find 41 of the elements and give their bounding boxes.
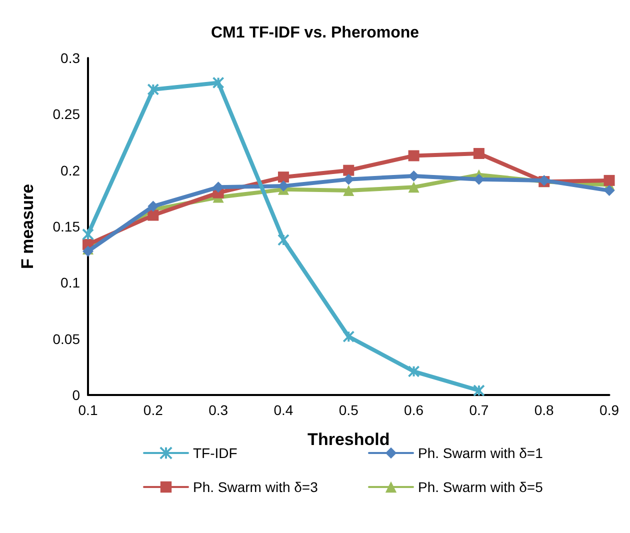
x-tick-label: 0.7	[469, 402, 489, 418]
x-tick-label: 0.4	[274, 402, 294, 418]
point	[148, 200, 159, 212]
x-tick-label: 0.6	[404, 402, 424, 418]
legend-label: Ph. Swarm with δ=1	[418, 445, 544, 461]
y-tick-label: 0.2	[60, 162, 80, 178]
y-tick-label: 0.25	[52, 106, 80, 122]
x-tick-label: 0.3	[208, 402, 228, 418]
x-tick-label: 0.8	[534, 402, 554, 418]
x-tick-label: 0.2	[143, 402, 164, 418]
y-tick-label: 0.05	[52, 330, 80, 347]
y-tick-label: 0	[72, 387, 80, 403]
y-tick-label: 0.15	[52, 218, 80, 234]
point	[212, 76, 224, 89]
legend-label: TF-IDF	[193, 445, 238, 461]
legend-label: Ph. Swarm with δ=3	[193, 479, 318, 495]
point	[343, 185, 354, 196]
point	[473, 148, 484, 159]
point	[148, 210, 159, 221]
point	[604, 185, 615, 196]
point	[277, 234, 290, 246]
x-tick-label: 0.9	[600, 402, 620, 418]
y-tick-label: 0.1	[60, 274, 80, 291]
point	[408, 150, 420, 162]
point	[408, 170, 420, 182]
point	[604, 174, 615, 186]
point	[343, 164, 354, 176]
point	[472, 384, 485, 397]
point	[82, 228, 94, 240]
point	[342, 330, 355, 343]
y-tick-label: 0.3	[60, 50, 80, 66]
legend-label: Ph. Swarm with δ=5	[418, 479, 544, 495]
y-axis-title: F measure	[18, 184, 37, 270]
point	[278, 172, 289, 183]
point	[147, 83, 160, 96]
x-tick-label: 0.5	[338, 402, 359, 418]
x-tick-label: 0.1	[78, 402, 98, 418]
x-axis-title: Threshold	[308, 430, 390, 449]
point	[408, 365, 420, 378]
point	[408, 182, 420, 193]
chart-title: CM1 TF-IDF vs. Pheromone	[210, 24, 420, 42]
